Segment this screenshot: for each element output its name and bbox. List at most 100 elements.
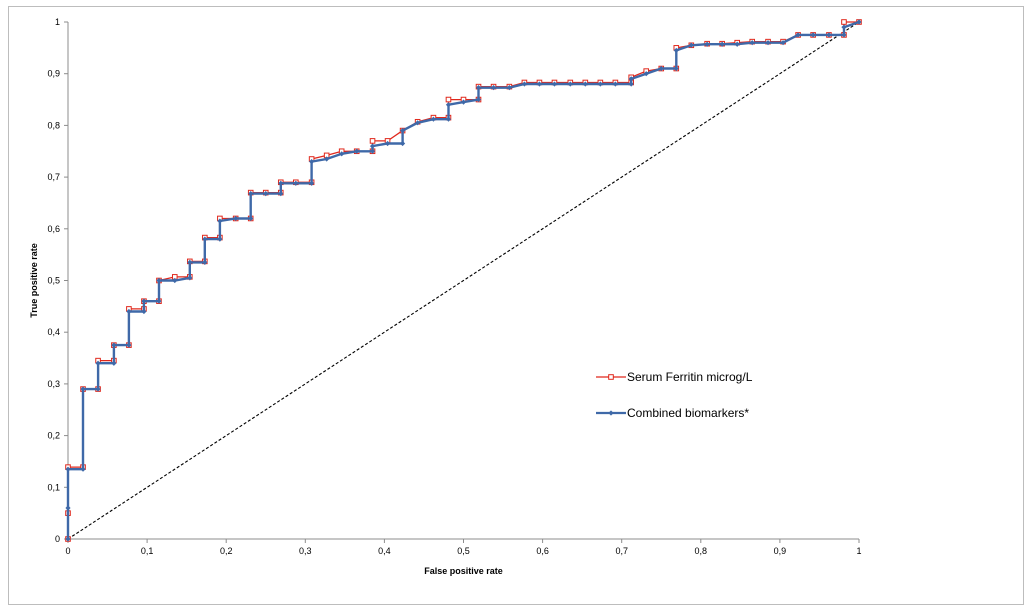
combined-biomarkers-point [704,41,710,47]
y-axis-label: True positive rate [29,243,39,318]
x-tick-label: 0,5 [457,546,470,556]
combined-biomarkers-point [597,81,603,87]
y-tick-label: 0,8 [47,120,60,130]
legend-label-serum-ferritin: Serum Ferritin microg/L [627,370,753,384]
combined-biomarkers-point [278,180,284,186]
x-tick-label: 0,2 [220,546,233,556]
combined-biomarkers-point [141,298,147,304]
x-tick-label: 0,9 [774,546,787,556]
combined-biomarkers-point [582,81,588,87]
combined-biomarkers-point [324,156,330,162]
combined-biomarkers-point [65,536,71,542]
x-tick-label: 0,8 [695,546,708,556]
combined-biomarkers-point [309,180,315,186]
x-tick-label: 0,6 [536,546,549,556]
combined-biomarkers-point [612,81,618,87]
combined-biomarkers-point [826,32,832,38]
combined-biomarkers-point [156,277,162,284]
combined-biomarkers-point [354,148,360,154]
x-tick-label: 1 [856,546,861,556]
serum-ferritin-point [841,19,847,25]
serum-ferritin-point [445,96,452,103]
legend-item-serum-ferritin: Serum Ferritin microg/L [596,370,753,384]
combined-biomarkers-point [628,81,634,87]
combined-biomarkers-point [521,81,528,87]
combined-biomarkers-point [80,386,86,392]
combined-biomarkers-point [475,85,482,91]
combined-biomarkers-point [399,140,406,147]
combined-biomarkers-point [490,85,497,91]
legend-item-combined-biomarkers: Combined biomarkers* [596,406,749,420]
combined-biomarkers-point [309,158,315,165]
combined-biomarkers-point [658,65,664,72]
axes: 0 0,1 0,2 0,3 0,4 0,5 0,6 0,7 0,8 0,9 1 0 0,1 0,2 0,3 0… [47,17,861,556]
combined-biomarkers-point [217,218,223,224]
serum-ferritin-point [369,138,376,144]
combined-biomarkers-point [293,180,299,186]
legend: Serum Ferritin microg/L Combined biomark… [596,370,753,420]
combined-biomarkers-point [628,76,634,82]
combined-biomarkers-point [156,298,162,304]
combined-biomarkers-point [506,85,512,91]
combined-biomarkers-point [460,99,467,105]
x-tick-label: 0 [65,546,70,556]
combined-biomarkers-point [202,236,208,242]
combined-biomarkers-point [643,71,649,77]
combined-biomarkers-point [673,47,679,54]
reference-diagonal-line [67,21,860,540]
combined-biomarkers-point [369,143,376,149]
combined-biomarkers-point [141,308,147,315]
combined-biomarkers-point [719,41,725,47]
combined-biomarkers-point [278,191,284,197]
y-tick-label: 0,6 [47,224,60,234]
combined-biomarkers-point [369,148,376,154]
combined-biomarkers-point [430,116,437,122]
combined-biomarkers-point [688,42,694,48]
combined-biomarkers-point [415,120,421,126]
y-tick-label: 0,1 [47,482,60,492]
combined-biomarkers-point [749,40,755,46]
combined-biomarkers-point [126,342,132,348]
combined-biomarkers-point [536,81,543,87]
combined-biomarkers-point [95,386,101,392]
combined-biomarkers-point [111,342,117,348]
combined-biomarkers-point [384,140,391,147]
legend-label-combined-biomarkers: Combined biomarkers* [627,406,749,420]
combined-biomarkers-point [399,127,406,134]
combined-biomarkers-point [126,308,132,315]
combined-biomarkers-point [65,466,71,472]
y-tick-label: 0 [55,534,60,544]
combined-biomarkers-point [567,81,573,87]
combined-biomarkers-point [217,236,223,242]
combined-biomarkers-point [202,259,208,266]
combined-biomarkers-point [856,19,862,25]
plot-area [65,19,862,542]
y-tick-label: 0,5 [47,276,60,286]
combined-biomarkers-point [765,40,771,46]
x-axis-label: False positive rate [424,566,503,576]
legend-marker-combined-biomarkers [608,410,614,416]
y-tick-label: 0,7 [47,172,60,182]
combined-biomarkers-point [475,96,482,103]
combined-biomarkers-point [187,259,193,266]
y-tick-label: 0,3 [47,379,60,389]
combined-biomarkers-point [248,191,254,197]
x-tick-label: 0,7 [615,546,628,556]
combined-biomarkers-point [172,277,178,284]
x-tick-label: 0,4 [378,546,391,556]
combined-biomarkers-point [111,360,117,366]
combined-biomarkers-point [339,151,345,157]
combined-biomarkers-point [445,116,452,122]
y-tick-label: 0,2 [47,431,60,441]
chart-frame [8,6,1024,605]
combined-biomarkers-point [841,32,847,38]
combined-biomarkers-point [233,215,239,222]
combined-biomarkers-point [841,24,847,30]
y-tick-label: 0,9 [47,69,60,79]
combined-biomarkers-point [263,191,269,197]
combined-biomarkers-point [95,360,101,366]
x-tick-label: 0,1 [141,546,154,556]
combined-biomarkers-point [810,32,816,38]
combined-biomarkers-point [248,215,254,222]
